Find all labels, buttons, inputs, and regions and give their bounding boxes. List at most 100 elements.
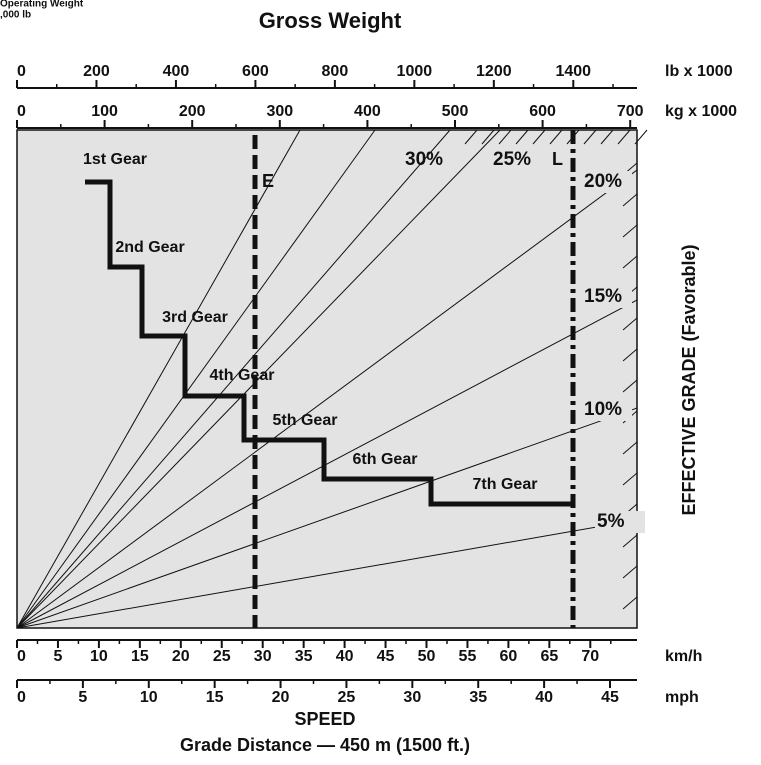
- tick-label: 45: [377, 648, 395, 665]
- tick-label: 40: [336, 648, 354, 665]
- gear-label: 7th Gear: [473, 476, 538, 493]
- tick-label: 35: [295, 648, 313, 665]
- tick-label: 5: [78, 689, 87, 706]
- grade-label: 5%: [597, 511, 625, 532]
- tick-label: 0: [17, 103, 26, 120]
- gear-label: 2nd Gear: [115, 239, 184, 256]
- gear-label: 3rd Gear: [162, 309, 228, 326]
- plot-area: [17, 130, 637, 628]
- hatch: [622, 193, 638, 207]
- tick-label: 30: [254, 648, 272, 665]
- tick-label: 15: [131, 648, 149, 665]
- hatch: [622, 596, 638, 610]
- tick-label: 0: [17, 63, 26, 80]
- tick-label: 600: [529, 103, 556, 120]
- tick-label: 200: [83, 63, 110, 80]
- hatch: [583, 129, 597, 145]
- tick-label: 45: [601, 689, 619, 706]
- tick-label: 100: [91, 103, 118, 120]
- title: Gross Weight: [259, 8, 402, 33]
- tick-label: 1200: [476, 63, 512, 80]
- tick-label: 0: [17, 648, 26, 665]
- tick-label: 1000: [397, 63, 433, 80]
- hatch: [622, 317, 638, 331]
- grade-line: [16, 519, 638, 629]
- gear-label: 6th Gear: [353, 451, 418, 468]
- hatch: [622, 441, 638, 455]
- tick-label: 5: [53, 648, 62, 665]
- grade-line: [16, 407, 638, 629]
- hatch: [622, 472, 638, 486]
- marker-label: L: [552, 149, 563, 169]
- hatch: [515, 129, 529, 145]
- gear-label: 4th Gear: [210, 367, 275, 384]
- label-bg: [582, 399, 632, 421]
- tick-label: 600: [242, 63, 269, 80]
- tick-label: 10: [90, 648, 108, 665]
- grade-line: [16, 169, 638, 629]
- tick-label: 0: [17, 689, 26, 706]
- hatch: [464, 129, 478, 145]
- hatch: [622, 255, 638, 269]
- tick-label: 60: [500, 648, 518, 665]
- tick-label: 30: [403, 689, 421, 706]
- axis-unit: kg x 1000: [665, 103, 737, 120]
- corner-note: Operating Weight: [0, 0, 84, 10]
- gear-label: 1st Gear: [83, 151, 147, 168]
- hatch: [634, 129, 648, 145]
- grade-line: [16, 299, 638, 629]
- label-bg: [582, 286, 632, 308]
- tick-label: 700: [617, 103, 644, 120]
- grade-label: 25%: [493, 149, 531, 170]
- hatch: [622, 534, 638, 548]
- hatch: [617, 129, 631, 145]
- grade-line: [16, 129, 501, 629]
- tick-label: 25: [338, 689, 356, 706]
- corner-note: ,000 lb: [0, 10, 31, 21]
- tick-label: 35: [469, 689, 487, 706]
- tick-label: 200: [179, 103, 206, 120]
- marker-label: E: [262, 171, 274, 191]
- hatch: [622, 224, 638, 238]
- tick-label: 1400: [555, 63, 591, 80]
- tick-label: 50: [418, 648, 436, 665]
- gear-curve: [85, 179, 575, 507]
- gear-label: 5th Gear: [273, 412, 338, 429]
- x-axis-label: SPEED: [294, 709, 355, 729]
- grade-label: 20%: [584, 171, 622, 192]
- tick-label: 40: [535, 689, 553, 706]
- grade-label: 10%: [584, 399, 622, 420]
- grade-line: [16, 129, 451, 629]
- grade-line: [16, 129, 376, 629]
- hatch: [622, 565, 638, 579]
- plot-border: [16, 129, 638, 629]
- tick-label: 300: [266, 103, 293, 120]
- grade-label: 30%: [405, 149, 443, 170]
- tick-label: 15: [206, 689, 224, 706]
- y-axis-label: EFFECTIVE GRADE (Favorable): [679, 244, 699, 515]
- tick-label: 65: [540, 648, 558, 665]
- grade-label: 15%: [584, 286, 622, 307]
- tick-label: 55: [459, 648, 477, 665]
- tick-label: 500: [442, 103, 469, 120]
- hatch: [498, 129, 512, 145]
- tick-label: 800: [322, 63, 349, 80]
- tick-label: 10: [140, 689, 158, 706]
- hatch: [600, 129, 614, 145]
- hatch: [622, 379, 638, 393]
- tick-label: 400: [163, 63, 190, 80]
- label-bg: [582, 171, 632, 193]
- tick-label: 20: [172, 648, 190, 665]
- tick-label: 20: [272, 689, 290, 706]
- hatch: [532, 129, 546, 145]
- hatch: [622, 348, 638, 362]
- axis-unit: lb x 1000: [665, 63, 733, 80]
- footer: Grade Distance — 450 m (1500 ft.): [180, 735, 470, 755]
- tick-label: 70: [581, 648, 599, 665]
- tick-label: 25: [213, 648, 231, 665]
- tick-label: 400: [354, 103, 381, 120]
- grade-line: [16, 129, 301, 629]
- label-bg: [595, 511, 645, 533]
- hatch: [481, 129, 495, 145]
